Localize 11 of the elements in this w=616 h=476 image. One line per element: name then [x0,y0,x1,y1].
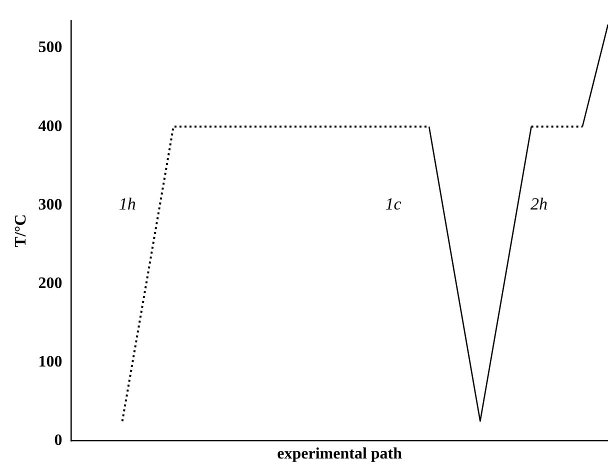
y-tick-label: 500 [38,39,62,56]
y-tick-label: 200 [38,274,62,292]
y-tick-label: 100 [38,353,62,370]
y-tick-label: 0 [54,432,62,449]
y-axis-title: T/°C [12,214,30,248]
annotation: 2h [530,194,548,214]
annotation: 1c [385,194,402,214]
x-axis-title: experimental path [277,446,402,463]
annotation: 1h [118,194,136,214]
y-tick-label: 300 [38,196,62,214]
y-tick-label: 400 [38,118,62,135]
